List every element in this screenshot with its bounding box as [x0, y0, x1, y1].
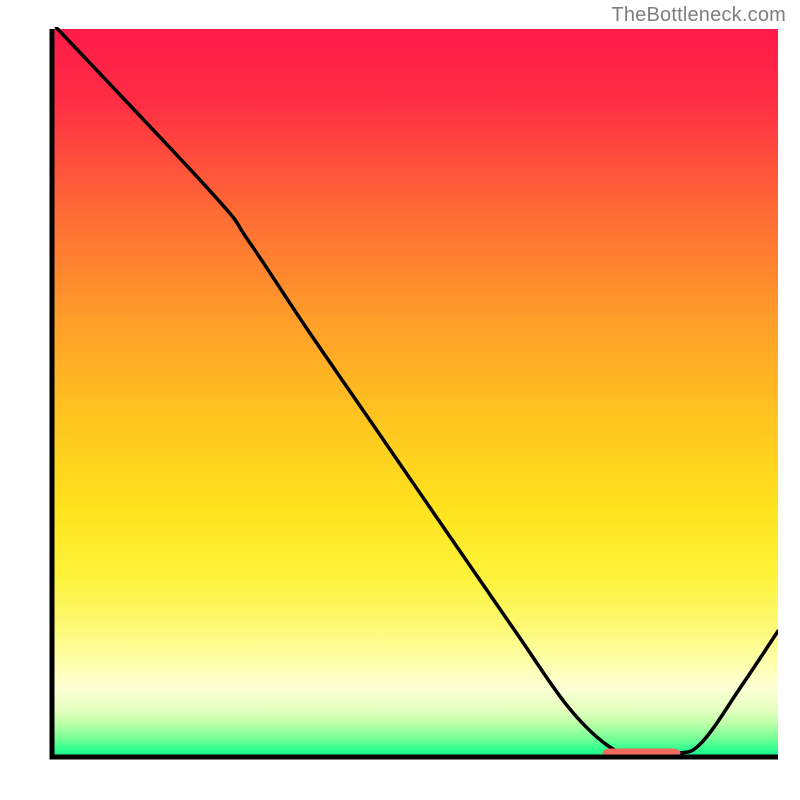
bottleneck-chart	[0, 0, 800, 800]
chart-frame: TheBottleneck.com	[0, 0, 800, 800]
watermark-label: TheBottleneck.com	[611, 4, 786, 27]
